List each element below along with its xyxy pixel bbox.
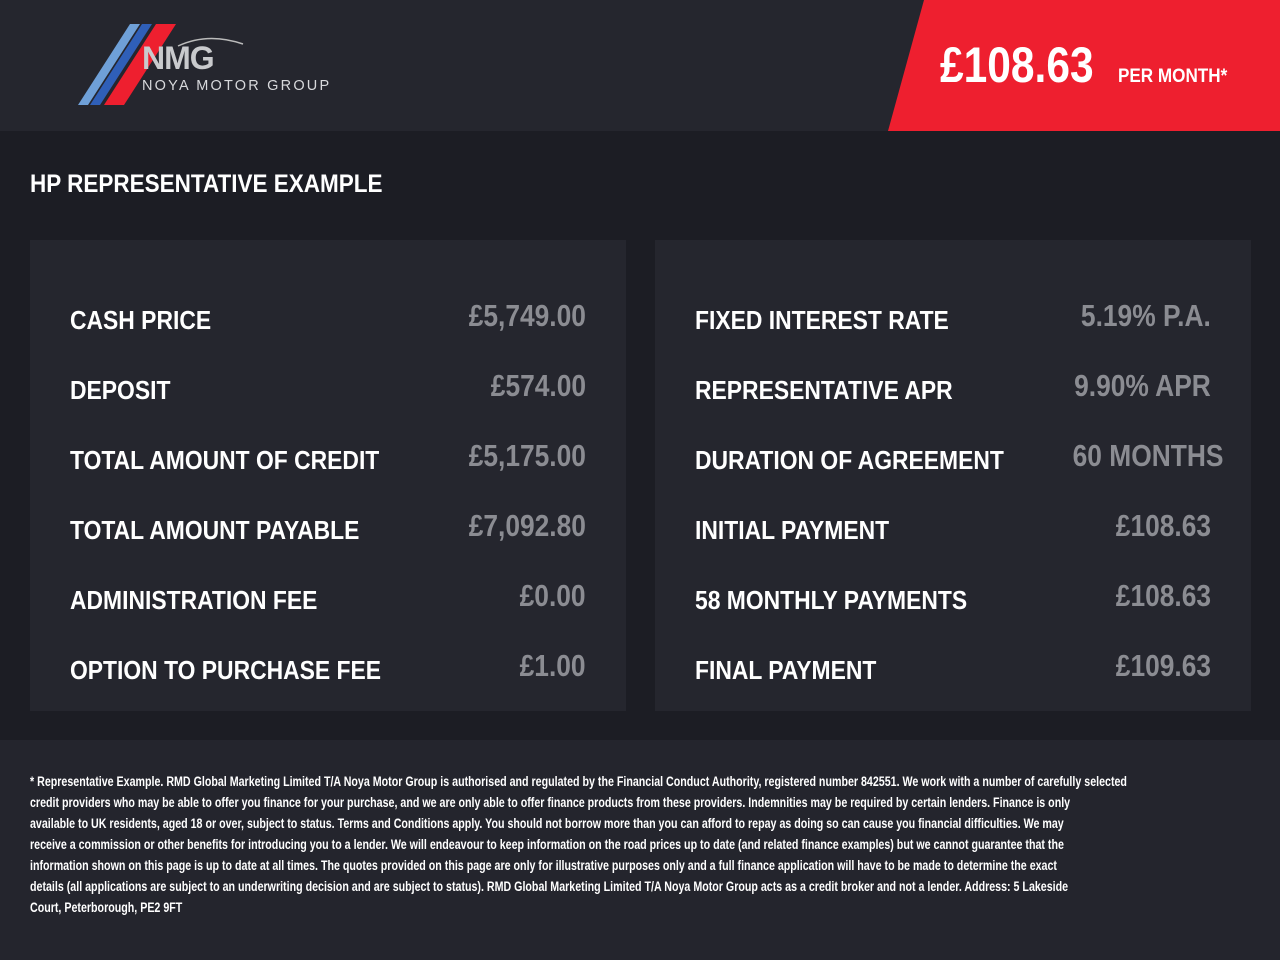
disclaimer-line: available to UK residents, aged 18 or ov… [30, 816, 1064, 831]
finance-row: FINAL PAYMENT £109.63 [695, 635, 1211, 705]
finance-row: DEPOSIT £574.00 [70, 355, 586, 425]
row-value: £574.00 [490, 368, 586, 403]
logo-name: NOYA MOTOR GROUP [142, 78, 332, 94]
finance-row: FIXED INTEREST RATE 5.19% P.A. [695, 285, 1211, 355]
disclaimer-line: details (all applications are subject to… [30, 879, 1069, 894]
finance-row: DURATION OF AGREEMENT 60 MONTHS [695, 425, 1223, 495]
disclaimer-line: receive a commission or other benefits f… [30, 837, 1064, 852]
monthly-price-banner: £108.63 PER MONTH* [888, 0, 1280, 131]
disclaimer-line: credit providers who may be able to offe… [30, 795, 1071, 810]
header: NMG NOYA MOTOR GROUP £108.63 PER MONTH* [0, 0, 1280, 131]
finance-row: REPRESENTATIVE APR 9.90% APR [695, 355, 1211, 425]
row-label: ADMINISTRATION FEE [70, 584, 318, 615]
row-value: £108.63 [1115, 578, 1211, 613]
row-value: 60 MONTHS [1072, 438, 1224, 473]
row-label: FINAL PAYMENT [695, 654, 877, 685]
row-value: £1.00 [520, 648, 586, 683]
finance-row: TOTAL AMOUNT PAYABLE £7,092.80 [70, 495, 586, 565]
disclaimer-line: information shown on this page is up to … [30, 858, 1057, 873]
disclaimer-text: * Representative Example. RMD Global Mar… [30, 771, 1127, 918]
section-title: HP REPRESENTATIVE EXAMPLE [30, 170, 383, 198]
row-label: DURATION OF AGREEMENT [695, 444, 1004, 475]
footer: * Representative Example. RMD Global Mar… [0, 740, 1280, 960]
finance-row: OPTION TO PURCHASE FEE £1.00 [70, 635, 586, 705]
row-label: 58 MONTHLY PAYMENTS [695, 584, 968, 615]
logo-stripes-icon [78, 24, 244, 105]
row-label: REPRESENTATIVE APR [695, 374, 953, 405]
finance-row: TOTAL AMOUNT OF CREDIT £5,175.00 [70, 425, 586, 495]
disclaimer-line: * Representative Example. RMD Global Mar… [30, 774, 1127, 789]
row-value: £7,092.80 [468, 508, 586, 543]
row-value: £109.63 [1115, 648, 1211, 683]
finance-row: 58 MONTHLY PAYMENTS £108.63 [695, 565, 1211, 635]
row-label: CASH PRICE [70, 304, 212, 335]
row-value: £5,749.00 [468, 298, 586, 333]
row-label: INITIAL PAYMENT [695, 514, 890, 545]
finance-row: ADMINISTRATION FEE £0.00 [70, 565, 586, 635]
row-label: DEPOSIT [70, 374, 171, 405]
monthly-price-unit: PER MONTH* [1118, 66, 1228, 87]
finance-panel-right: FIXED INTEREST RATE 5.19% P.A. REPRESENTA… [655, 240, 1251, 711]
row-value: £0.00 [520, 578, 586, 613]
finance-row: CASH PRICE £5,749.00 [70, 285, 586, 355]
row-value: £5,175.00 [468, 438, 586, 473]
row-value: £108.63 [1115, 508, 1211, 543]
row-label: FIXED INTEREST RATE [695, 304, 949, 335]
row-label: TOTAL AMOUNT OF CREDIT [70, 444, 380, 475]
finance-row: INITIAL PAYMENT £108.63 [695, 495, 1211, 565]
row-label: OPTION TO PURCHASE FEE [70, 654, 382, 685]
row-value: 5.19% P.A. [1081, 298, 1211, 333]
monthly-price: £108.63 [940, 37, 1094, 93]
disclaimer-line: Court, Peterborough, PE2 9FT [30, 900, 183, 915]
row-label: TOTAL AMOUNT PAYABLE [70, 514, 360, 545]
finance-panel-left: CASH PRICE £5,749.00 DEPOSIT £574.00 TOTAL… [30, 240, 626, 711]
row-value: 9.90% APR [1074, 368, 1211, 403]
logo-mark: NMG [142, 40, 215, 76]
